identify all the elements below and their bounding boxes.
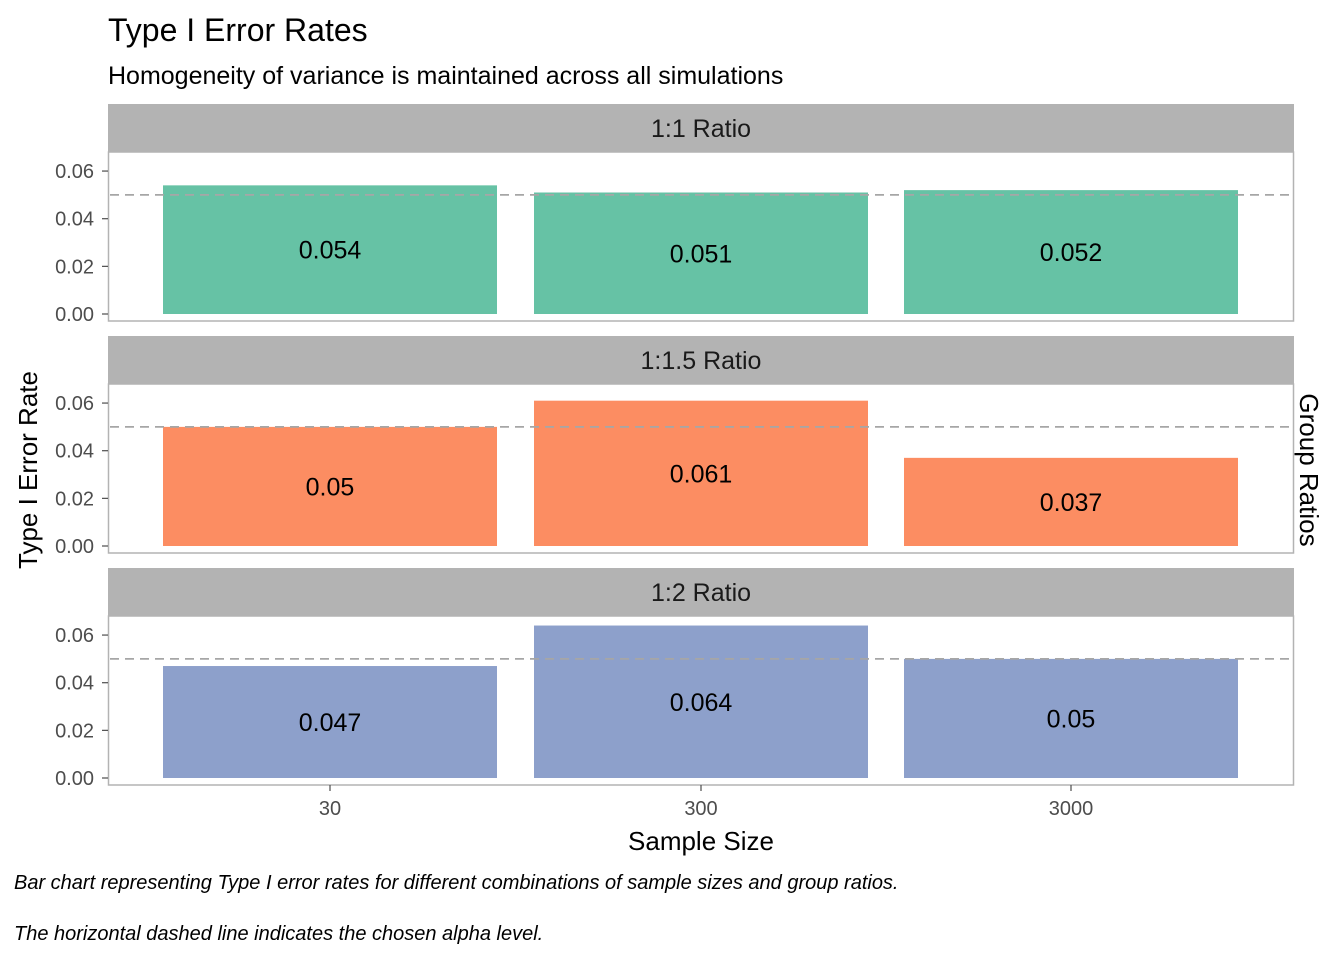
panel-3-bar-300 <box>534 625 868 778</box>
panel-1: 1:1 Ratio 0.00 0.02 0.04 0.06 0.054 0.051 0.052 <box>55 104 1295 326</box>
facet-label: Group Ratios <box>1294 393 1324 546</box>
panel-2-strip <box>108 336 1294 384</box>
panel-1-bar-label-30: 0.054 <box>299 237 362 265</box>
panel-2-bar-3000 <box>904 457 1238 546</box>
x-axis: 30 300 3000 <box>319 785 1093 820</box>
panel-3-bar-30 <box>163 666 497 778</box>
panel-2-bar-30 <box>163 426 497 546</box>
panel-2-bar-label-3000: 0.037 <box>1040 489 1103 517</box>
panel-3-bar-label-3000: 0.05 <box>1047 705 1096 733</box>
panel-1-y-tick-label: 0.00 <box>55 304 94 326</box>
panel-2: 1:1.5 Ratio 0.00 0.02 0.04 0.06 0.05 0.061 0.03… <box>55 336 1295 558</box>
panel-1-strip-label: 1:1 Ratio <box>651 115 751 143</box>
caption-line-1: Bar chart representing Type I error rate… <box>14 872 899 894</box>
panel-1-bar-300 <box>534 192 868 314</box>
chart-subtitle: Homogeneity of variance is maintained ac… <box>108 62 783 90</box>
facet-panels: 1:1 Ratio 0.00 0.02 0.04 0.06 0.054 0.051 0.052… <box>55 104 1295 790</box>
caption-line-2: The horizontal dashed line indicates the… <box>14 923 543 945</box>
panel-3-bar-label-30: 0.047 <box>299 709 362 737</box>
panel-1-y-tick-label: 0.02 <box>55 256 94 278</box>
panel-3: 1:2 Ratio 0.00 0.02 0.04 0.06 0.047 0.064 0.05 <box>55 568 1295 790</box>
panel-1-bar-label-300: 0.051 <box>670 240 733 268</box>
panel-2-y-tick-label: 0.00 <box>55 536 94 558</box>
x-axis-title: Sample Size <box>628 826 774 856</box>
panel-3-y-tick-label: 0.04 <box>55 673 94 695</box>
panel-3-y-tick-label: 0.02 <box>55 720 94 742</box>
panel-3-bar-3000 <box>904 658 1238 778</box>
panel-1-bar-30 <box>163 185 497 314</box>
panel-3-strip <box>108 568 1294 616</box>
panel-3-bar-label-300: 0.064 <box>670 689 733 717</box>
panel-1-strip <box>108 104 1294 152</box>
panel-1-bar-label-3000: 0.052 <box>1040 239 1103 267</box>
panel-3-strip-label: 1:2 Ratio <box>651 579 751 607</box>
panel-2-y-tick-label: 0.04 <box>55 441 94 463</box>
panel-3-y-tick-label: 0.06 <box>55 625 94 647</box>
panel-1-bar-3000 <box>904 190 1238 314</box>
panel-2-bar-300 <box>534 400 868 546</box>
panel-1-y-tick-label: 0.04 <box>55 209 94 231</box>
panel-1-y-tick-label: 0.06 <box>55 161 94 183</box>
panel-2-strip-label: 1:1.5 Ratio <box>641 347 762 375</box>
x-tick-label-300: 300 <box>684 798 717 820</box>
y-axis-title: Type I Error Rate <box>13 371 43 569</box>
panel-3-y-tick-label: 0.00 <box>55 768 94 790</box>
panel-2-y-tick-label: 0.02 <box>55 488 94 510</box>
x-tick-label-3000: 3000 <box>1049 798 1094 820</box>
panel-2-bar-label-30: 0.05 <box>306 473 355 501</box>
x-tick-label-30: 30 <box>319 798 341 820</box>
panel-2-bar-label-300: 0.061 <box>670 460 733 488</box>
chart-title: Type I Error Rates <box>108 12 368 48</box>
panel-2-y-tick-label: 0.06 <box>55 393 94 415</box>
